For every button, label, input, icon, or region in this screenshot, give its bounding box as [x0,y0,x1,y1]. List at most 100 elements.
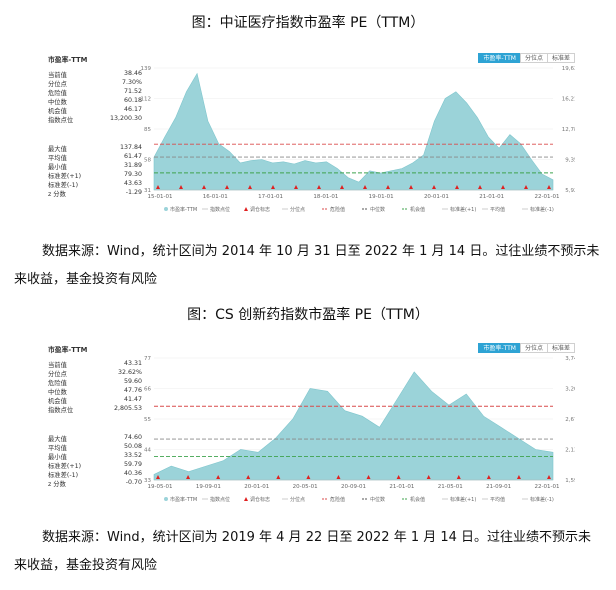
legend-swatch [244,497,248,501]
legend-label[interactable]: 平均值 [490,206,505,212]
stat-label: 当前值 [48,72,67,79]
rebalance-marker [179,185,183,189]
rebalance-marker [455,185,459,189]
y-tick-label-left: 66 [144,387,151,393]
legend-label[interactable]: 标准差(+1) [450,206,476,212]
legend-label[interactable]: 市盈率-TTM [170,496,197,502]
y-tick-label-left: 33 [144,478,151,484]
legend-label[interactable]: 分位点 [290,206,305,212]
rebalance-marker [426,475,431,479]
stat-label: 最大值 [48,436,67,443]
stat-top-row: 危险值 71.52 [48,88,142,97]
y-tick-label-left: 77 [144,356,151,362]
x-tick-label: 20-01-01 [244,484,269,490]
rebalance-marker [396,475,401,479]
legend-label[interactable]: 标准差(+1) [450,496,476,502]
stat-label: 机会值 [48,398,67,405]
stat-top-row: 当前值 38.46 [48,70,142,79]
stat-value: 46.17 [123,106,142,113]
stat-label: 标准差(+1) [48,173,82,180]
y-tick-label-right: 12,782 [562,127,575,133]
x-tick-label: 17-01-01 [258,194,283,200]
stat-label: 指数点位 [48,117,74,124]
figure1-title: 图：中证医疗指数市盈率 PE（TTM） [191,15,425,31]
y-tick-label-right: 1,594 [565,478,575,484]
stat-label: 最小值 [48,164,67,171]
stat-bottom-row: 平均值 50.08 [48,443,142,452]
rebalance-marker [216,475,221,479]
stat-label: 机会值 [48,108,67,115]
figure2-title: 图：CS 创新药指数市盈率 PE（TTM） [187,307,429,323]
rebalance-marker [547,475,551,479]
tab-std-dev[interactable]: 标准差 [546,53,575,63]
x-tick-label: 18-01-01 [313,194,338,200]
x-tick-label: 21-05-01 [438,484,463,490]
legend-swatch [164,207,168,211]
stat-bottom-row: 最大值 74.60 [48,434,142,443]
legend-label[interactable]: 标准差(-1) [530,206,554,212]
rebalance-marker [271,185,275,189]
stat-value: 13,200.30 [109,115,142,122]
stat-top-row: 机会值 41.47 [48,396,142,405]
y-tick-label-left: 85 [144,127,151,133]
x-tick-label: 16-01-01 [203,194,228,200]
y-tick-label-left: 44 [144,448,151,454]
stat-top-row: 中位数 60.18 [48,97,142,106]
stat-label: 最大值 [48,146,67,153]
legend-label[interactable]: 指数点位 [210,496,230,502]
legend-label[interactable]: 危险值 [330,496,345,502]
legend-label[interactable]: 标准差(-1) [530,496,554,502]
stat-value: 50.08 [123,443,142,450]
figure1-chart-panel: 市盈率-TTM 当前值 38.46 分位点 7.30% 危险值 71.52 中位数 60.18… [48,50,575,212]
stat-label: 分位点 [48,371,67,378]
legend-label[interactable]: 平均值 [490,496,505,502]
y-tick-label-left: 31 [144,188,151,194]
rebalance-marker [317,185,321,189]
stat-label: 平均值 [48,155,67,162]
figure1-tabs: 市盈率-TTM 分位点 标准差 [478,53,575,63]
legend-label[interactable]: 中位数 [370,496,385,502]
legend-swatch [244,207,248,211]
rebalance-marker [336,475,341,479]
stat-label: 标准差(+1) [48,463,82,470]
y-tick-label-right: 2,670 [565,417,575,423]
legend-label[interactable]: 市盈率-TTM [170,206,197,212]
stat-value: 59.79 [123,461,142,468]
stat-label: 危险值 [48,90,67,97]
legend-label[interactable]: 危险值 [330,206,345,212]
x-tick-label: 21-01-01 [479,194,504,200]
figure1-stats-header: 市盈率-TTM [48,56,88,64]
legend-label[interactable]: 调仓标志 [250,206,270,212]
rebalance-marker [456,475,461,479]
figure2-tabs: 市盈率-TTM 分位点 标准差 [478,343,575,353]
stat-top-row: 危险值 59.60 [48,378,142,387]
legend-label[interactable]: 机会值 [410,496,425,502]
stat-top-row: 分位点 7.30% [48,79,142,88]
tab-std-dev[interactable]: 标准差 [546,343,575,353]
rebalance-marker [306,475,311,479]
x-tick-label: 20-09-01 [341,484,366,490]
rebalance-marker [409,185,413,189]
legend-label[interactable]: 中位数 [370,206,385,212]
rebalance-marker [225,185,229,189]
rebalance-marker [432,185,436,189]
y-tick-label-right: 19,638 [562,66,575,72]
stat-label: 中位数 [48,389,67,396]
legend-label[interactable]: 分位点 [290,496,305,502]
stat-label: 指数点位 [48,407,74,414]
legend-label[interactable]: 指数点位 [210,206,230,212]
stat-top-row: 指数点位 2,805.53 [48,405,142,414]
stat-label: 平均值 [48,445,67,452]
rebalance-marker [524,185,528,189]
stat-value: 47.76 [123,387,142,394]
legend-label[interactable]: 调仓标志 [250,496,270,502]
stat-value: 43.63 [123,180,142,187]
figure2-stats: 市盈率-TTM 当前值 43.31 分位点 32.62% 危险值 59.60 中位数 47.7… [48,340,148,502]
stat-value: 31.89 [123,162,142,169]
legend-label[interactable]: 机会值 [410,206,425,212]
y-tick-label-right: 3,208 [565,387,575,393]
y-tick-label-right: 9,354 [565,158,575,164]
rebalance-marker [202,185,206,189]
stat-value: 33.52 [123,452,142,459]
figure2-caption-text: 数据来源：Wind，统计区间为 2019 年 4 月 22 日至 2022 年 … [14,530,592,573]
